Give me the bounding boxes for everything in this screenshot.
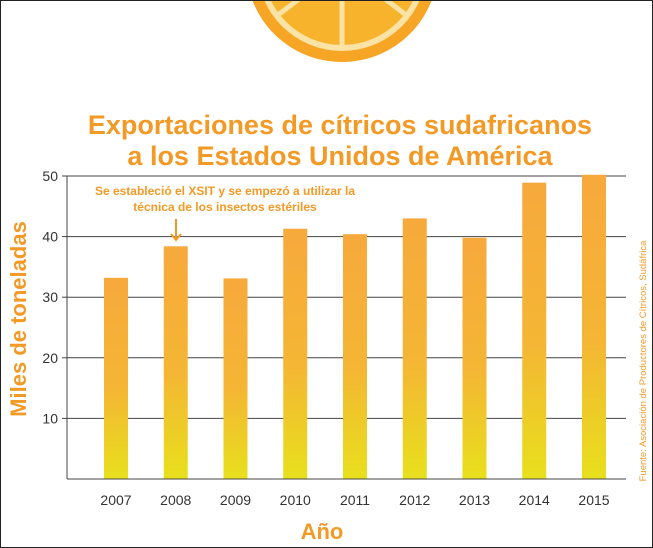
x-tick-label: 2010 (280, 492, 311, 508)
x-tick-label: 2015 (578, 492, 609, 508)
bar-2007 (104, 277, 128, 479)
bar-2011 (343, 234, 367, 479)
y-tick-label: 40 (42, 229, 58, 245)
bar-2013 (462, 237, 487, 479)
y-axis-label: Miles de toneladas (6, 221, 31, 417)
x-tick-label: 2014 (519, 492, 550, 508)
bar-2009 (223, 278, 248, 479)
bar-2008 (163, 246, 188, 479)
y-tick-label: 20 (42, 350, 58, 366)
chart-title-line-2: a los Estados Unidos de América (127, 141, 553, 171)
bar-2010 (283, 228, 308, 479)
y-tick-label: 30 (42, 289, 58, 305)
bar-2015 (582, 174, 606, 479)
annotation-line-1: Se estableció el XSIT y se empezó a util… (95, 184, 355, 198)
chart-title-line-1: Exportaciones de cítricos sudafricanos (88, 110, 592, 140)
bars (104, 174, 606, 480)
x-tick-label: 2013 (459, 492, 490, 508)
source-note: Fuente: Asociación de Productores de Cít… (638, 240, 649, 482)
x-tick-label: 2007 (100, 492, 131, 508)
x-tick-label: 2009 (220, 492, 251, 508)
annotation-arrow-icon (170, 219, 182, 242)
x-axis-label: Año (301, 519, 344, 544)
orange-slice-icon (252, 1, 432, 62)
y-tick-label: 50 (42, 168, 58, 184)
x-tick-label: 2012 (399, 492, 430, 508)
x-tick-label: 2008 (160, 492, 191, 508)
annotation-line-2: técnica de los insectos estériles (133, 200, 317, 214)
bar-2012 (402, 218, 427, 480)
bar-2014 (522, 182, 547, 479)
y-tick-label: 10 (42, 410, 58, 426)
x-axis: 2007 2008 2009 2010 2011 2012 2013 2014 2015 (100, 492, 609, 508)
annotation: Se estableció el XSIT y se empezó a util… (95, 184, 355, 242)
x-tick-label: 2011 (340, 492, 370, 508)
y-axis: 10 20 30 40 50 (42, 168, 67, 426)
